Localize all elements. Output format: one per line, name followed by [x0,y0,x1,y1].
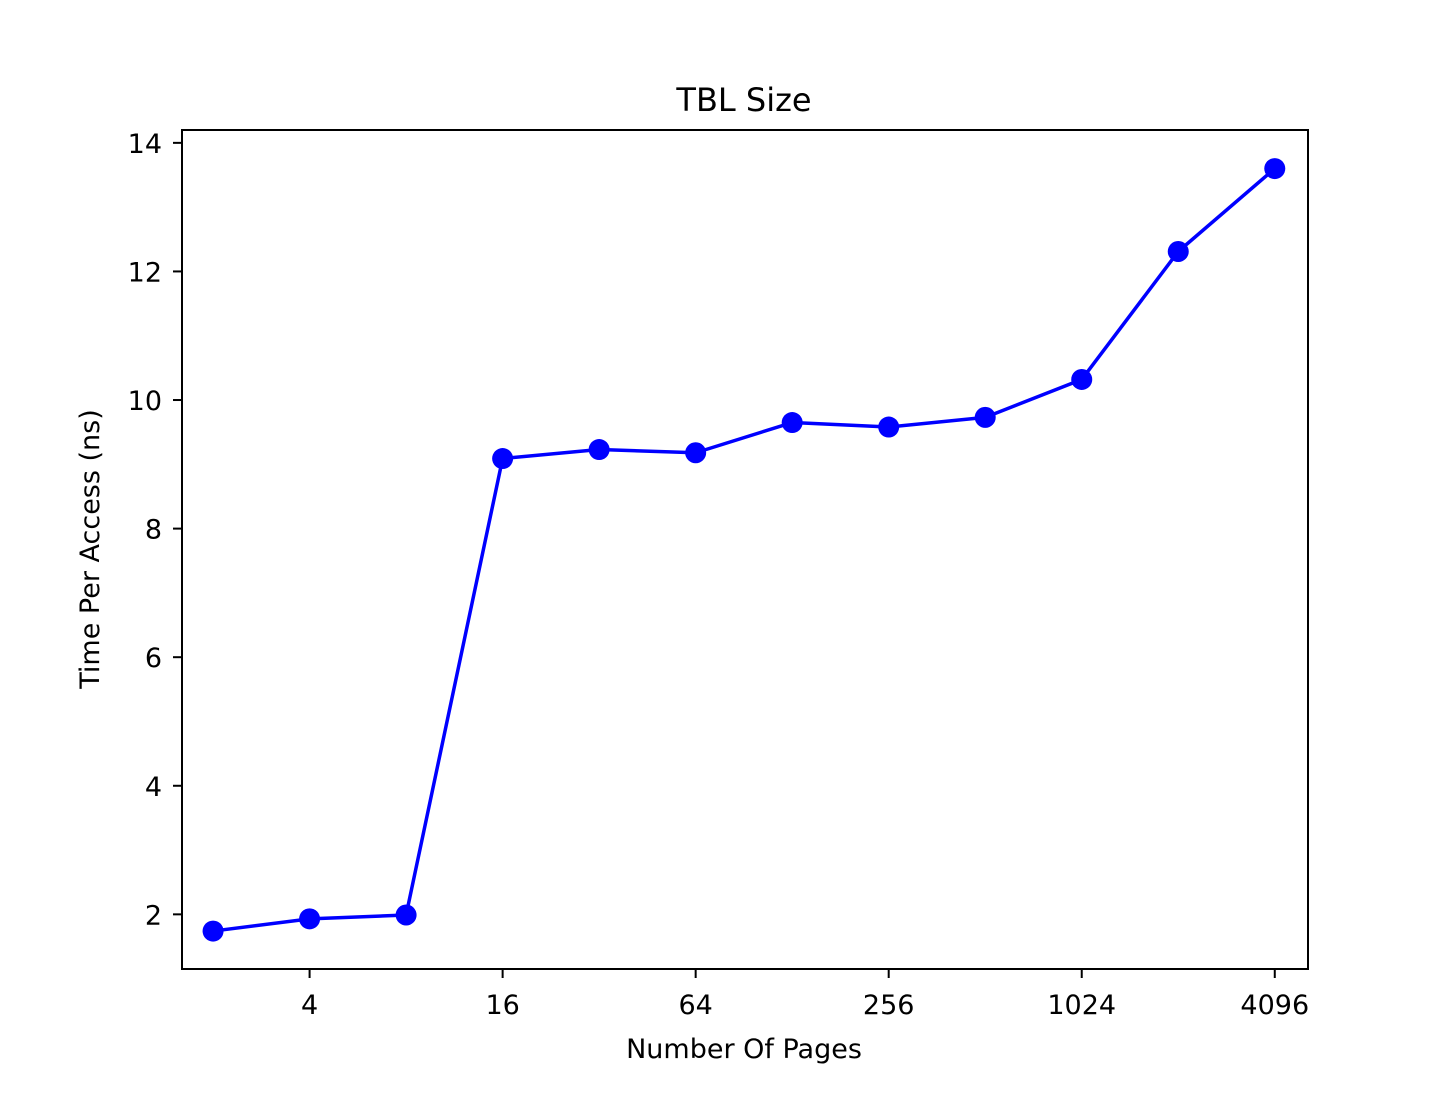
data-point [202,920,224,942]
y-tick-label: 2 [145,900,162,931]
x-tick-label: 4096 [1240,990,1309,1021]
data-point [492,448,514,470]
data-point [1167,241,1189,263]
data-point [781,412,803,434]
x-axis-label: Number Of Pages [626,1034,862,1065]
x-tick-label: 256 [863,990,915,1021]
y-tick-label: 12 [128,257,162,288]
series-line [212,167,1276,933]
y-tick-label: 6 [145,643,162,674]
data-point [1264,158,1286,180]
x-tick-label: 64 [678,990,712,1021]
y-tick-label: 14 [128,129,162,160]
data-point [299,908,321,930]
y-axis-label: Time Per Access (ns) [75,409,106,690]
data-point [395,904,417,926]
plot-area: 4 16 64 256 1024 4096 2 4 6 8 10 12 14 [128,129,1309,1021]
x-tick-label: 4 [301,990,318,1021]
y-tick-label: 4 [145,772,162,803]
data-point [588,439,610,461]
x-tick-label: 16 [485,990,519,1021]
x-tick-label: 1024 [1047,990,1116,1021]
data-point [878,416,900,438]
data-point [1071,368,1093,390]
plot-frame [181,129,1309,970]
y-tick-label: 8 [145,515,162,546]
y-tick-label: 10 [128,386,162,417]
data-point [974,406,996,428]
chart-title: TBL Size [675,81,811,119]
data-point [685,442,707,464]
